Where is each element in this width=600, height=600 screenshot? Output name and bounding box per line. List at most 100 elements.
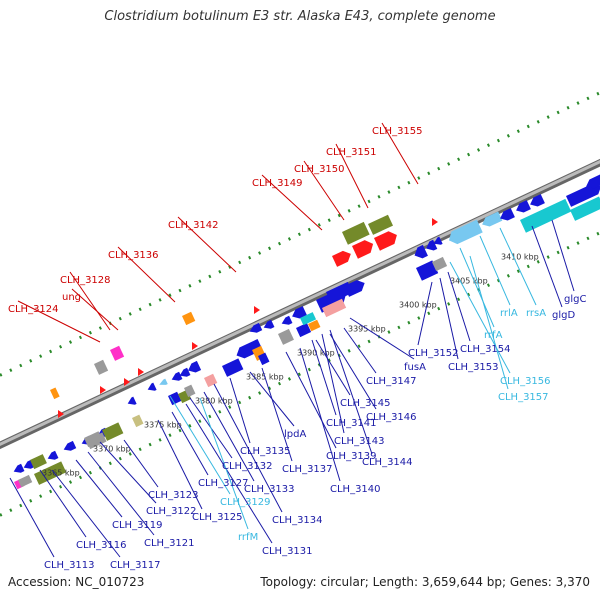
gene-feature-23 — [204, 373, 218, 388]
kbp-tick-label: 3410 kbp — [501, 252, 539, 261]
gene-feature-6 — [34, 461, 67, 485]
reverse-gene-label: CLH_3137 — [282, 464, 333, 475]
reverse-gene-leader-17 — [299, 347, 341, 482]
gene-feature-53 — [516, 200, 531, 213]
gene-feature-51 — [482, 211, 503, 227]
rna-gene-leader-3 — [469, 255, 509, 390]
gene-feature-54 — [530, 194, 545, 207]
rna-gene-label: rrfM — [238, 532, 258, 543]
forward-gene-label: CLH_3128 — [60, 275, 111, 286]
gene-feature-25 — [236, 339, 263, 359]
gene-feature-56 — [566, 183, 600, 207]
gene-feature-3 — [47, 450, 59, 460]
reverse-gene-label: CLH_3145 — [340, 398, 391, 409]
gene-feature-35 — [300, 312, 317, 326]
reverse-gene-leader-26 — [439, 277, 459, 360]
gene-feature-52 — [500, 208, 515, 221]
rna-gene-leader-6 — [499, 227, 537, 306]
reverse-gene-leader-16 — [285, 351, 337, 449]
reverse-gene-label: CLH_3147 — [366, 376, 417, 387]
gene-feature-57 — [570, 196, 600, 221]
dot-tracks — [0, 91, 600, 517]
reverse-gene-leader-29 — [531, 225, 563, 308]
gene-feature-42 — [332, 250, 351, 267]
gene-feature-55 — [520, 198, 572, 233]
gene-feature-16 — [159, 378, 168, 385]
gene-feature-41 — [368, 214, 394, 235]
forward-gene-leader-5 — [261, 174, 323, 231]
gene-feature-17 — [171, 371, 183, 381]
reverse-gene-label: glgD — [552, 310, 575, 321]
reverse-gene-label: CLH_3153 — [448, 362, 499, 373]
gene-feature-46 — [426, 239, 438, 251]
reverse-gene-label: CLH_3154 — [460, 344, 511, 355]
forward-gene-label: CLH_3150 — [294, 164, 345, 175]
gene-feature-15 — [147, 382, 157, 391]
forward-gene-label: CLH_3149 — [252, 178, 303, 189]
red-marker-6 — [432, 218, 438, 226]
reverse-gene-label: CLH_3116 — [76, 540, 127, 551]
reverse-gene-leader-28 — [551, 219, 575, 292]
reverse-gene-label: CLH_3146 — [366, 412, 417, 423]
reverse-gene-label: CLH_3121 — [144, 538, 195, 549]
rna-gene-label: CLH_3156 — [500, 376, 551, 387]
reverse-gene-leader-20 — [329, 329, 373, 455]
reverse-gene-label: CLH_3132 — [222, 461, 273, 472]
gene-feature-39 — [344, 280, 365, 297]
gene-feature-49 — [432, 256, 448, 272]
forward-gene-leader-1 — [69, 271, 111, 331]
reverse-gene-label: CLH_3134 — [272, 515, 323, 526]
map-title: Clostridium botulinum E3 str. Alaska E43… — [104, 9, 496, 24]
reverse-gene-label: CLH_3113 — [44, 560, 95, 571]
rna-gene-label: CLH_3157 — [498, 392, 549, 403]
reverse-gene-leader-6 — [123, 439, 159, 488]
reverse-gene-label: CLH_3135 — [240, 446, 291, 457]
gene-feature-47 — [433, 236, 443, 245]
gene-feature-14 — [86, 432, 107, 450]
kbp-tick-label: 3370 kbp — [93, 444, 131, 453]
reverse-gene-leader-3 — [75, 459, 123, 518]
reverse-gene-label: CLH_3141 — [326, 418, 377, 429]
reverse-gene-leader-19 — [321, 333, 345, 434]
reverse-gene-leader-22 — [329, 333, 377, 410]
gene-feature-30 — [281, 315, 293, 325]
gene-feature-59 — [94, 359, 109, 375]
rna-gene-label: rrsA — [526, 308, 546, 319]
reverse-gene-leader-2 — [51, 469, 121, 558]
gene-feature-22 — [184, 384, 196, 398]
forward-gene-leader-4 — [177, 216, 237, 273]
reverse-gene-leader-12 — [213, 383, 283, 513]
reverse-gene-leader-0 — [9, 477, 55, 558]
red-marker-5 — [254, 306, 260, 314]
reverse-gene-leader-23 — [343, 327, 377, 374]
reverse-gene-leader-21 — [315, 339, 351, 396]
reverse-gene-label: CLH_3143 — [334, 436, 385, 447]
rna-gene-leader-2 — [449, 261, 511, 374]
reverse-gene-leader-9 — [185, 403, 273, 544]
forward-gene-label: CLH_3142 — [168, 220, 219, 231]
rna-gene-label: rrfA — [484, 330, 503, 341]
red-marker-4 — [192, 342, 198, 350]
gene-feature-40 — [342, 221, 370, 245]
reverse-gene-leader-13 — [229, 377, 251, 444]
gene-feature-13 — [132, 414, 144, 428]
reverse-gene-label: CLH_3152 — [408, 348, 459, 359]
forward-gene-leader-7 — [335, 143, 369, 209]
gene-feature-5 — [18, 474, 33, 488]
dot-track-1 — [0, 231, 600, 517]
forward-gene-leader-2 — [71, 288, 119, 331]
gene-feature-7 — [63, 440, 77, 451]
gene-feature-12 — [127, 396, 137, 405]
reverse-gene-label: lpdA — [284, 429, 306, 440]
rna-gene-label: rrlA — [500, 308, 518, 319]
gene-feature-18 — [179, 367, 191, 377]
gene-feature-29 — [263, 319, 275, 329]
reverse-gene-leader-8 — [171, 411, 209, 476]
kbp-tick-label: 3380 kbp — [195, 396, 233, 405]
reverse-gene-label: CLH_3144 — [362, 457, 413, 468]
reverse-gene-label: CLH_3131 — [262, 546, 313, 557]
reverse-gene-leader-27 — [447, 271, 471, 342]
reverse-gene-label: CLH_3140 — [330, 484, 381, 495]
gene-features — [13, 174, 600, 490]
